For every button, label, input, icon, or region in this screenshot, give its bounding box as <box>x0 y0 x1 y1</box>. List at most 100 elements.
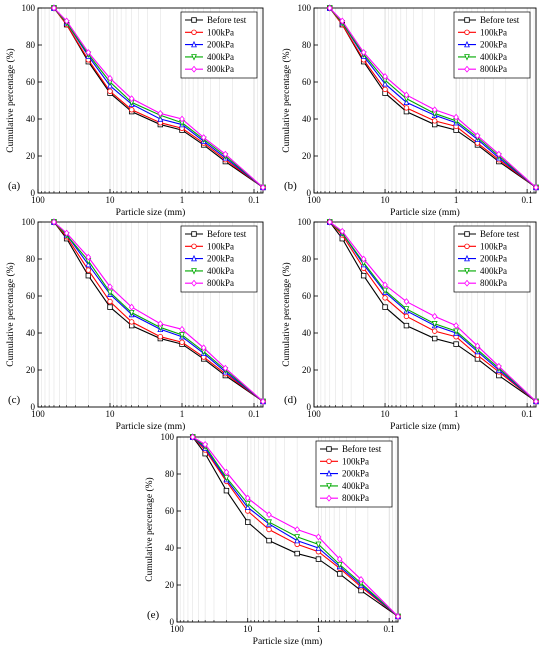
data-point <box>107 304 113 310</box>
data-point <box>533 398 539 405</box>
legend-label: 400kPa <box>207 52 234 62</box>
legend-marker <box>191 231 197 237</box>
y-tick-label: 20 <box>302 365 312 375</box>
data-point <box>128 107 135 113</box>
data-point <box>128 319 135 325</box>
legend-marker <box>326 483 332 490</box>
legend-marker <box>326 494 332 502</box>
data-point <box>339 227 346 235</box>
chart-panel-4: 100 10 1 0.1 0 20 40 60 80 100 Particle size (mm) C… <box>281 217 539 432</box>
legend-marker <box>191 254 197 262</box>
legend-label: 100kPa <box>207 27 234 37</box>
data-point <box>496 362 502 370</box>
data-point <box>496 150 502 158</box>
plot-frame <box>176 436 399 623</box>
legend-label: 400kPa <box>480 266 507 276</box>
data-point <box>315 556 322 562</box>
y-tick-label: 40 <box>165 543 175 553</box>
y-tick-label: 20 <box>26 365 36 375</box>
legend: Before test 100kPa 200kPa 400kPa 800kPa <box>180 225 258 293</box>
y-tick-label: 80 <box>165 469 175 479</box>
y-tick-label: 100 <box>22 3 36 13</box>
x-tick-label: 10 <box>106 195 116 205</box>
data-point <box>245 519 251 525</box>
series-800kpa <box>326 218 539 405</box>
data-point <box>107 283 113 291</box>
x-tick-label: 1 <box>180 409 185 419</box>
legend-label: 200kPa <box>207 254 234 264</box>
legend-label: 100kPa <box>480 27 507 37</box>
y-tick-label: 60 <box>26 291 36 301</box>
legend: Before test 100kPa 200kPa 400kPa 800kPa <box>453 225 531 293</box>
data-point <box>63 229 70 237</box>
data-point <box>157 320 164 328</box>
series-line <box>329 7 537 188</box>
data-point <box>403 105 410 111</box>
data-point <box>431 321 438 328</box>
panel-label: (d) <box>284 394 297 406</box>
series-line <box>329 221 537 402</box>
y-tick-label: 40 <box>26 114 36 124</box>
data-point <box>326 218 333 226</box>
legend-marker <box>464 268 470 275</box>
y-tick-label: 80 <box>302 40 312 50</box>
y-tick-label: 60 <box>302 77 312 87</box>
data-point <box>157 334 164 340</box>
legend: Before test 100kPa 200kPa 400kPa 800kPa <box>453 11 531 79</box>
series-800kpa <box>51 4 266 191</box>
data-point <box>157 110 164 117</box>
data-point <box>431 335 438 342</box>
data-point <box>63 17 70 25</box>
data-point <box>294 534 301 541</box>
y-tick-label: 0 <box>31 188 36 198</box>
legend-marker <box>464 17 470 23</box>
y-tick-label: 40 <box>26 328 36 338</box>
y-tick-label: 60 <box>165 506 175 516</box>
chart-panel-3: 100 10 1 0.1 0 20 40 60 80 100 Particle size (mm) C… <box>5 217 266 432</box>
y-tick-label: 0 <box>307 188 312 198</box>
legend-label: 800kPa <box>342 493 369 503</box>
data-point <box>431 118 438 124</box>
data-point <box>85 267 92 273</box>
x-axis-label: Particle size (mm) <box>390 421 460 432</box>
x-tick-label: 0.1 <box>248 195 259 205</box>
data-point <box>179 325 185 333</box>
x-tick-label: 100 <box>31 409 45 419</box>
data-point <box>223 468 230 476</box>
plot-frame <box>313 7 537 194</box>
legend-marker <box>326 458 332 464</box>
data-point <box>223 487 230 494</box>
data-point <box>85 272 92 279</box>
data-point <box>431 106 438 114</box>
x-tick-label: 100 <box>31 195 45 205</box>
legend-label: 800kPa <box>480 278 507 288</box>
legend-label: 100kPa <box>342 456 369 466</box>
legend-marker <box>191 17 197 23</box>
series-line <box>53 7 264 188</box>
data-point <box>128 95 135 103</box>
data-point <box>382 73 388 80</box>
data-point <box>202 440 208 448</box>
data-point <box>85 253 92 261</box>
y-tick-label: 0 <box>170 617 175 627</box>
data-point <box>266 526 272 533</box>
data-point <box>222 150 229 158</box>
data-point <box>395 613 401 620</box>
x-tick-label: 100 <box>307 409 321 419</box>
legend-label: Before test <box>342 444 382 454</box>
y-tick-label: 100 <box>298 3 312 13</box>
x-tick-label: 10 <box>381 409 391 419</box>
data-point <box>431 328 438 334</box>
data-point <box>200 134 207 141</box>
y-tick-label: 60 <box>26 77 36 87</box>
x-axis-label: Particle size (mm) <box>116 207 186 218</box>
chart-panel-1: 100 10 1 0.1 0 20 40 60 80 100 Particle size (mm) C… <box>5 3 266 218</box>
data-point <box>189 433 196 441</box>
data-point <box>533 184 539 191</box>
data-point <box>222 364 229 372</box>
legend-marker <box>191 54 197 61</box>
data-point <box>382 295 388 301</box>
legend-marker <box>464 40 470 48</box>
data-point <box>260 184 266 191</box>
data-point <box>128 303 135 311</box>
